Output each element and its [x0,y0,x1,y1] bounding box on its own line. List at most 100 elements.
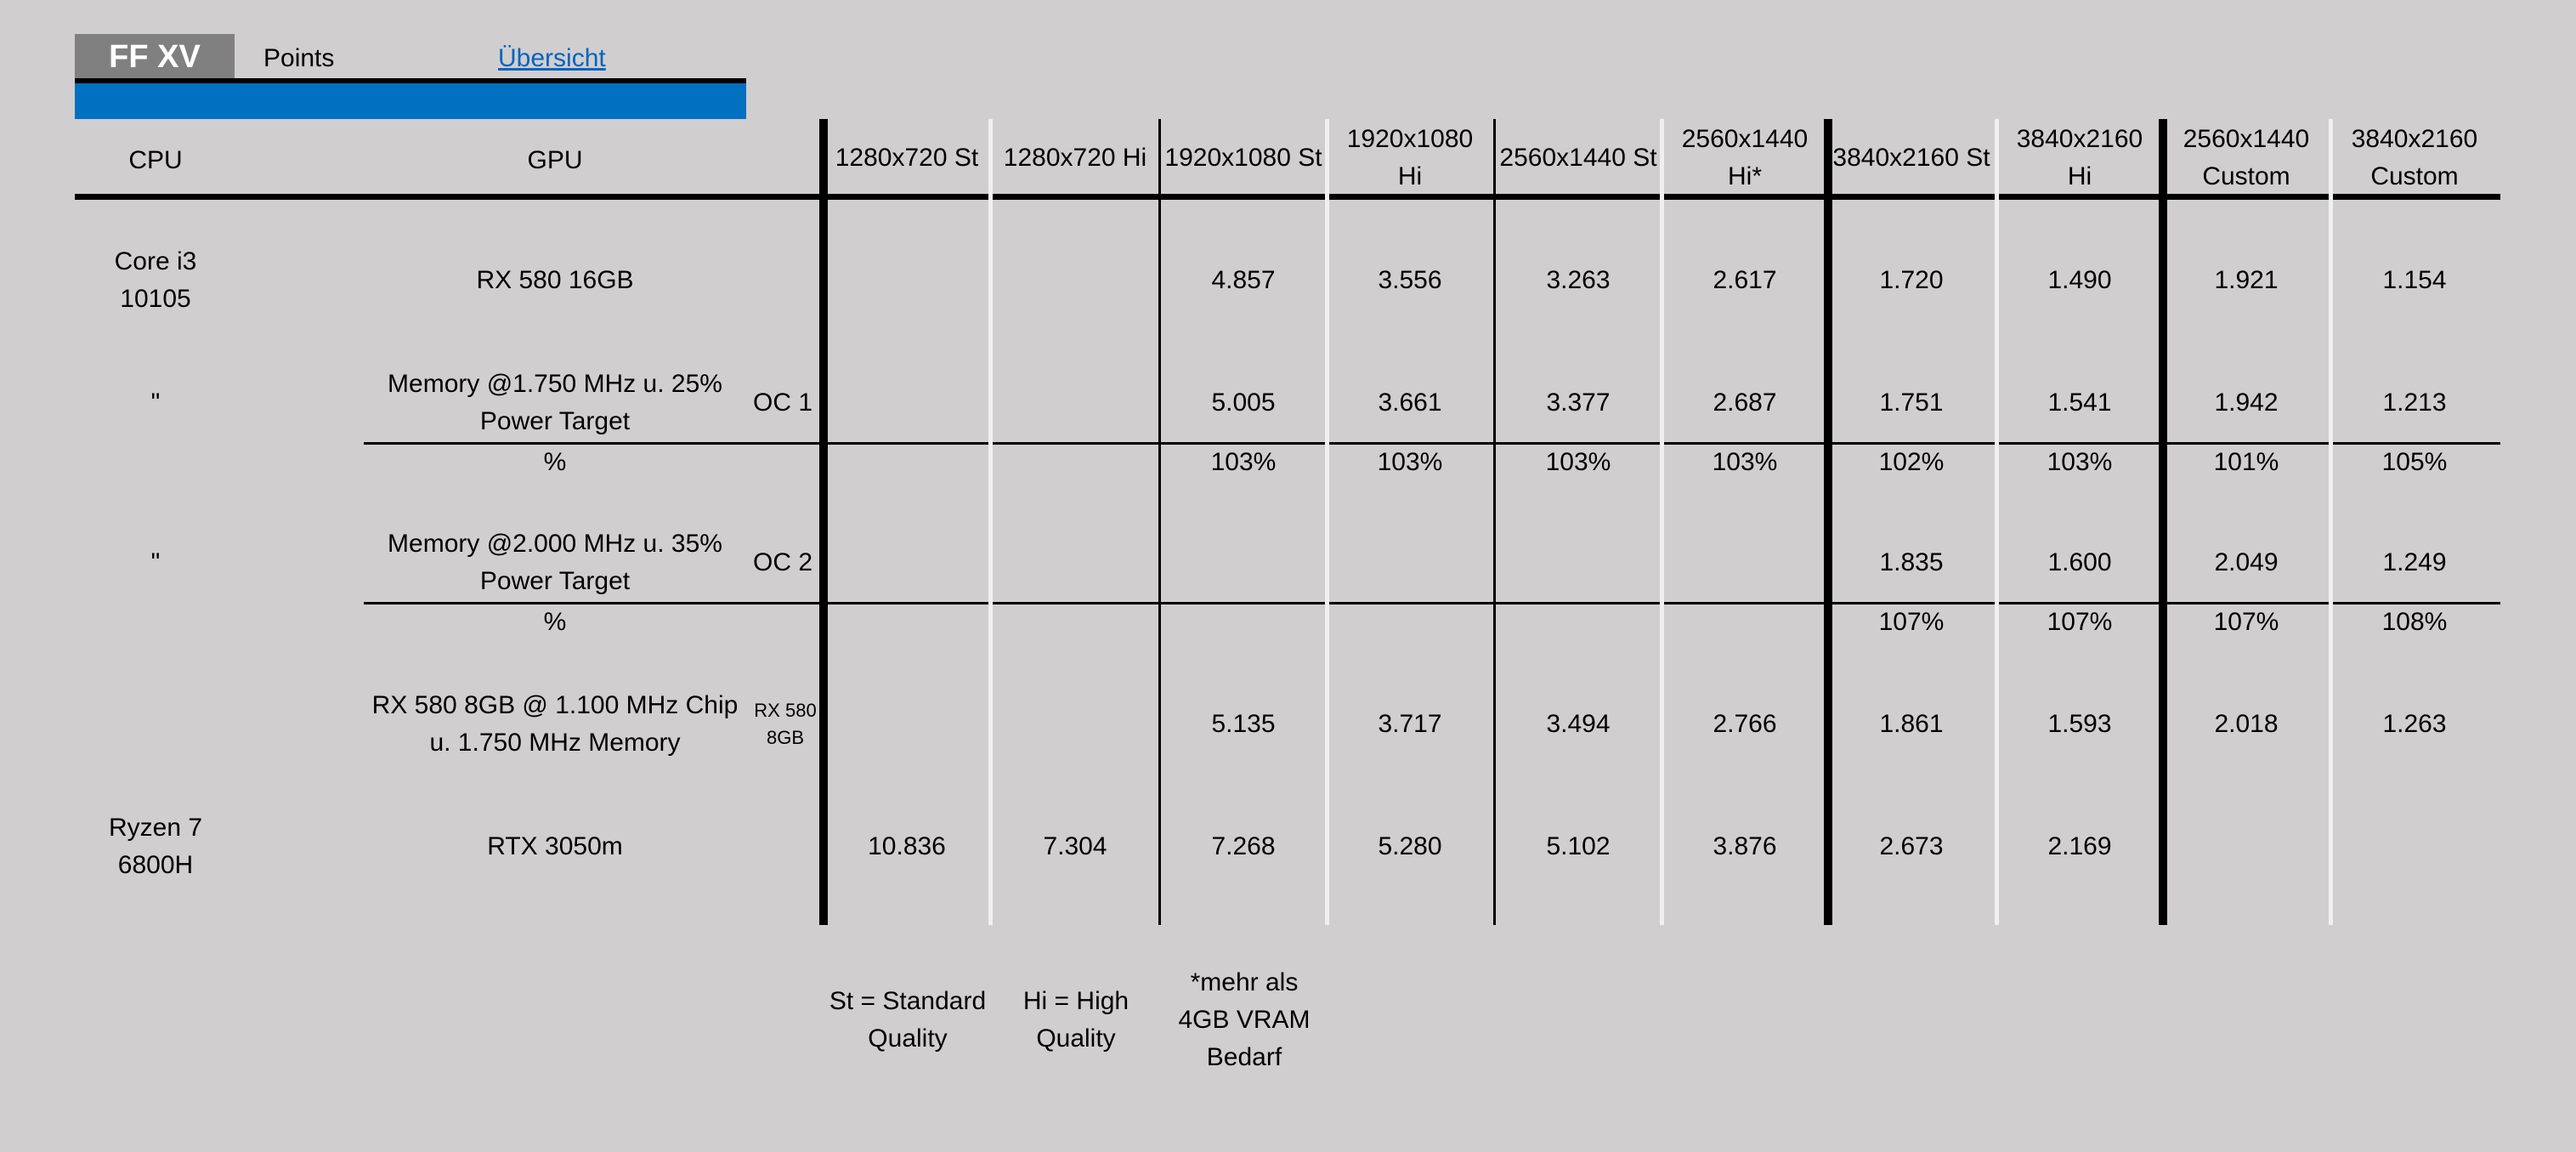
row-3-tag [746,444,819,481]
row-7-cpu: Ryzen 7 6800H [108,814,203,879]
blue-accent-bar [75,83,746,119]
row-6-col-1 [824,685,989,763]
header-col-6: 2560x1440 Hi* [1681,125,1809,190]
row-3-col-4: 103% [1377,448,1443,476]
row-divider-oc2 [364,602,2500,604]
tab-underline-divider [75,78,746,83]
row-2-tag: OC 1 [752,389,813,417]
row-5-col-9: 107% [2213,608,2279,636]
row-5-col-5 [1496,604,1661,641]
row-4-col-6 [1662,524,1827,602]
header-col-2: 1280x720 Hi [1003,144,1147,172]
row-6-tag: RX 580 8GB [754,700,817,748]
header-col-9: 2560x1440 Custom [2183,125,2310,190]
row-1-col-1 [824,240,989,321]
header-cpu: CPU [128,146,183,174]
row-4-col-4 [1328,524,1492,602]
row-5-col-1 [824,604,989,641]
row-1-col-9: 1.921 [2214,266,2279,294]
row-7-tag [746,808,819,886]
row-5-col-7: 107% [1878,608,1945,636]
row-2-col-2 [993,364,1158,442]
row-4-col-9: 2.049 [2214,548,2279,576]
points-label: Points [263,44,335,72]
row-7-col-7: 2.673 [1879,832,1944,860]
grid-line-4 [1325,119,1329,925]
row-1-col-4: 3.556 [1378,266,1442,294]
header-gpu: GPU [527,146,583,174]
row-4-tag: OC 2 [752,548,813,576]
row-7-gpu: RTX 3050m [487,832,623,860]
legend-high: Hi = High Quality [1022,987,1129,1053]
grid-line-7 [1824,119,1832,925]
row-5-tag [746,604,819,641]
row-4-col-2 [993,524,1158,602]
row-1-tag [746,240,819,321]
grid-line-1 [819,119,828,925]
overview-link[interactable]: Übersicht [498,44,606,72]
row-6-cpu [75,685,236,763]
header-divider [75,194,2500,200]
row-1-col-5: 3.263 [1546,266,1611,294]
row-1-gpu: RX 580 16GB [476,266,634,294]
row-5-cpu [75,604,236,641]
row-7-col-9 [2164,808,2329,886]
row-3-col-8: 103% [2047,448,2113,476]
row-6-col-6: 2.766 [1713,710,1777,738]
row-3-col-3: 103% [1210,448,1277,476]
row-3-col-2 [993,444,1158,481]
row-6-col-2 [993,685,1158,763]
row-5-col-2 [993,604,1158,641]
row-3-col-5: 103% [1545,448,1611,476]
row-7-col-4: 5.280 [1378,832,1442,860]
header-col-4: 1920x1080 Hi [1346,125,1474,190]
row-3-col-7: 102% [1878,448,1945,476]
row-4-gpu: Memory @2.000 MHz u. 35% Power Target [388,530,722,595]
row-2-col-10: 1.213 [2382,389,2447,417]
legend-vram-note: *mehr als 4GB VRAM Bedarf [1178,968,1311,1071]
row-2-col-3: 5.005 [1211,389,1276,417]
row-2-col-7: 1.751 [1879,389,1944,417]
row-3-cpu [75,444,236,481]
row-2-col-5: 3.377 [1546,389,1611,417]
row-6-col-9: 2.018 [2214,710,2279,738]
row-3-col-6: 103% [1712,448,1778,476]
sheet-title-tab[interactable]: FF XV [75,34,235,80]
row-7-col-8: 2.169 [2047,832,2112,860]
row-1-col-7: 1.720 [1879,266,1944,294]
row-2-gpu: Memory @1.750 MHz u. 25% Power Target [388,370,722,435]
grid-line-3 [1158,119,1161,925]
row-1-col-10: 1.154 [2382,266,2447,294]
header-col-8: 3840x2160 Hi [2016,125,2143,190]
row-7-col-5: 5.102 [1546,832,1611,860]
row-5-gpu: % [543,608,567,636]
grid-line-2 [988,119,993,925]
row-1-col-3: 4.857 [1211,266,1276,294]
row-7-col-3: 7.268 [1211,832,1276,860]
row-3-col-1 [824,444,989,481]
row-1-col-2 [993,240,1158,321]
row-2-col-8: 1.541 [2047,389,2112,417]
header-col-5: 2560x1440 St [1499,144,1657,172]
row-7-col-6: 3.876 [1713,832,1777,860]
row-6-col-3: 5.135 [1211,710,1276,738]
grid-line-10 [2329,119,2333,925]
header-col-7: 3840x2160 St [1832,144,1990,172]
row-7-col-1: 10.836 [868,832,946,860]
row-2-col-6: 2.687 [1713,389,1777,417]
row-3-gpu: % [543,448,567,476]
row-5-col-8: 107% [2047,608,2113,636]
row-1-cpu: Core i3 10105 [114,247,197,313]
row-7-col-2: 7.304 [1043,832,1107,860]
row-4-col-3 [1161,524,1326,602]
row-6-col-10: 1.263 [2382,710,2447,738]
grid-line-6 [1660,119,1664,925]
row-2-col-1 [824,364,989,442]
row-3-col-9: 101% [2213,448,2279,476]
row-6-col-8: 1.593 [2047,710,2112,738]
row-6-gpu: RX 580 8GB @ 1.100 MHz Chip u. 1.750 MHz… [371,691,739,757]
row-6-col-7: 1.861 [1879,710,1944,738]
row-1-col-6: 2.617 [1713,266,1777,294]
row-2-cpu: " [150,389,161,417]
row-1-col-8: 1.490 [2047,266,2112,294]
